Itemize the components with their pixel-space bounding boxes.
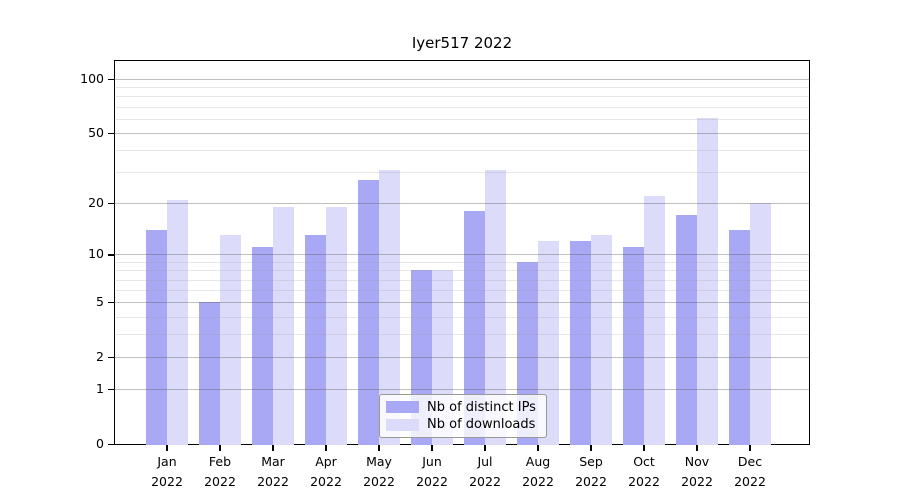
- bar-downloads-feb: [220, 235, 241, 445]
- y-tick: [108, 357, 114, 359]
- gridline-minor: [114, 261, 810, 263]
- bar-ips-jul: [464, 211, 485, 445]
- bar-ips-may: [358, 180, 379, 445]
- y-tick: [108, 302, 114, 304]
- gridline-minor: [114, 334, 810, 336]
- y-tick: [108, 444, 114, 446]
- x-tick: [272, 445, 274, 451]
- x-tick: [378, 445, 380, 451]
- bar-downloads-oct: [644, 196, 665, 445]
- x-tick: [590, 445, 592, 451]
- gridline-major: [114, 79, 810, 80]
- y-tick-label: 10: [88, 246, 104, 262]
- gridline-minor: [114, 150, 810, 152]
- legend-label-distinct-ips: Nb of distinct IPs: [427, 399, 536, 415]
- gridline-major: [114, 357, 810, 359]
- y-tick-label: 0: [96, 436, 104, 451]
- x-tick-label: Jun 2022: [416, 454, 448, 489]
- y-tick-label: 20: [88, 195, 104, 211]
- gridline-major: [114, 389, 810, 391]
- gridline-major: [114, 302, 810, 304]
- gridline-minor: [114, 87, 810, 89]
- bar-downloads-jul: [485, 169, 506, 445]
- bar-ips-feb: [199, 302, 220, 445]
- x-tick: [484, 445, 486, 451]
- bar-ips-jan: [146, 229, 167, 445]
- y-tick: [108, 254, 114, 256]
- bar-downloads-sep: [591, 235, 612, 445]
- x-tick-label: Oct 2022: [628, 454, 660, 489]
- x-tick-label: Jul 2022: [469, 454, 501, 489]
- x-tick-label: Mar 2022: [257, 454, 289, 489]
- x-tick: [696, 445, 698, 451]
- y-tick-label: 2: [96, 349, 104, 365]
- bar-ips-mar: [252, 247, 273, 445]
- y-tick-label: 1: [96, 381, 104, 397]
- gridline-minor: [114, 106, 810, 108]
- x-tick: [537, 445, 539, 451]
- plot-area: [114, 60, 810, 445]
- legend-item-distinct-ips: Nb of distinct IPs: [386, 400, 540, 415]
- legend: Nb of distinct IPs Nb of downloads: [379, 394, 547, 438]
- gridline-minor: [114, 279, 810, 281]
- x-tick-label: Apr 2022: [310, 454, 342, 489]
- x-tick-label: Dec 2022: [734, 454, 766, 489]
- bar-downloads-dec: [750, 203, 771, 445]
- bar-ips-oct: [623, 247, 644, 445]
- legend-swatch-distinct-ips: [386, 401, 419, 414]
- y-tick: [108, 389, 114, 391]
- x-tick: [749, 445, 751, 451]
- bar-ips-nov: [676, 215, 697, 445]
- gridline-major: [114, 203, 810, 205]
- legend-label-downloads: Nb of downloads: [427, 417, 536, 433]
- x-tick-label: Sep 2022: [575, 454, 607, 489]
- gridline-minor: [114, 270, 810, 272]
- chart-title: Iyer517 2022: [411, 34, 513, 52]
- bar-downloads-may: [379, 169, 400, 445]
- bar-downloads-mar: [273, 207, 294, 445]
- gridline-minor: [114, 172, 810, 174]
- bar-downloads-apr: [326, 207, 347, 445]
- bar-downloads-jan: [167, 199, 188, 445]
- x-tick-label: Aug 2022: [522, 454, 554, 489]
- x-tick: [219, 445, 221, 451]
- x-tick-label: Feb 2022: [204, 454, 236, 489]
- y-tick-label: 5: [96, 294, 104, 310]
- x-tick: [431, 445, 433, 451]
- y-tick: [108, 203, 114, 205]
- gridline-major: [114, 254, 810, 256]
- bar-ips-sep: [570, 241, 591, 445]
- gridline-minor: [114, 118, 810, 120]
- gridline-major: [114, 133, 810, 135]
- legend-item-downloads: Nb of downloads: [386, 417, 540, 432]
- x-tick-label: May 2022: [363, 454, 395, 489]
- y-tick: [108, 79, 114, 81]
- x-tick-label: Jan 2022: [151, 454, 183, 489]
- gridline-minor: [114, 316, 810, 318]
- bar-ips-dec: [729, 229, 750, 445]
- x-tick: [643, 445, 645, 451]
- gridline-minor: [114, 290, 810, 292]
- y-tick-label: 50: [88, 125, 104, 141]
- gridline-minor: [114, 96, 810, 98]
- y-tick-label: 100: [80, 71, 104, 86]
- x-tick-label: Nov 2022: [681, 454, 713, 489]
- y-tick: [108, 133, 114, 135]
- x-tick: [325, 445, 327, 451]
- bar-ips-apr: [305, 235, 326, 445]
- legend-swatch-downloads: [386, 418, 419, 431]
- x-tick: [166, 445, 168, 451]
- bar-downloads-nov: [697, 117, 718, 445]
